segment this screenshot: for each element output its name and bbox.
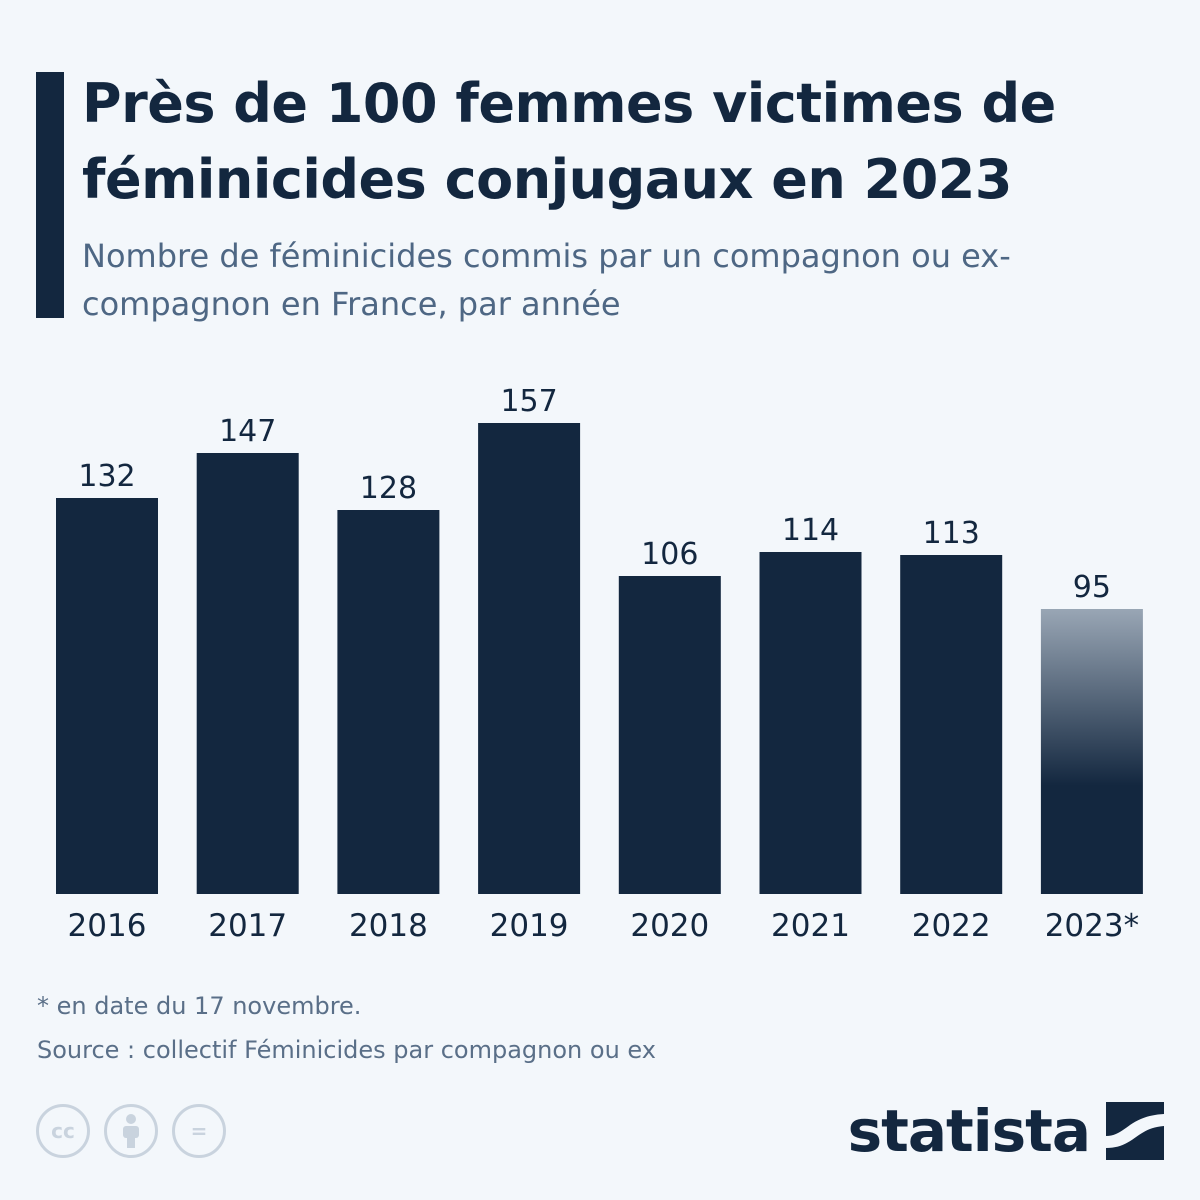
x-tick-label: 2020: [630, 908, 709, 944]
brand-name: statista: [847, 1097, 1091, 1165]
bar-2018: [337, 510, 440, 894]
data-label: 114: [782, 513, 839, 548]
x-tick-label: 2019: [490, 908, 569, 944]
data-label: 132: [78, 459, 135, 494]
bar-2017: [196, 453, 299, 894]
data-label: 147: [219, 414, 276, 449]
x-tick-label: 2021: [771, 908, 850, 944]
license-icons: cc =: [36, 1104, 226, 1158]
bar-2020: [618, 576, 721, 894]
bars-layer: 132 2016 147 2017 128 2018 157 2019 106 2020 114 20…: [56, 384, 1143, 944]
bar-2023: [1040, 609, 1143, 894]
data-label: 95: [1073, 570, 1111, 605]
data-label: 128: [360, 471, 417, 506]
chart-title: Près de 100 femmes victimes de féminicid…: [82, 72, 1056, 211]
person-glyph: [123, 1114, 139, 1148]
x-tick-label: 2016: [68, 908, 147, 944]
no-derivatives-icon[interactable]: =: [172, 1104, 226, 1158]
data-label: 157: [500, 384, 557, 419]
statista-brand[interactable]: statista: [848, 1096, 1164, 1166]
data-label: 106: [641, 537, 698, 572]
bar-2022: [900, 555, 1003, 894]
source-note: Source : collectif Féminicides par compa…: [37, 1036, 656, 1064]
x-tick-label: 2017: [208, 908, 287, 944]
bar-2019: [478, 423, 581, 894]
x-tick-label: 2023*: [1045, 908, 1139, 944]
cc-icon[interactable]: cc: [36, 1104, 90, 1158]
bar-2021: [759, 552, 862, 894]
x-tick-label: 2018: [349, 908, 428, 944]
title-accent-bar: [36, 72, 64, 318]
chart-subtitle: Nombre de féminicides commis par un comp…: [82, 237, 1011, 323]
cc-icon-label: cc: [51, 1119, 75, 1143]
bar-chart: 132 2016 147 2017 128 2018 157 2019 106 2020 114 20…: [56, 384, 1143, 944]
attribution-icon[interactable]: [104, 1104, 158, 1158]
footnote: * en date du 17 novembre.: [37, 992, 362, 1020]
data-label: 113: [923, 516, 980, 551]
bar-2016: [56, 498, 158, 894]
statista-logo-icon: [1106, 1102, 1164, 1160]
x-tick-label: 2022: [912, 908, 991, 944]
no-derivatives-icon-label: =: [190, 1119, 208, 1143]
